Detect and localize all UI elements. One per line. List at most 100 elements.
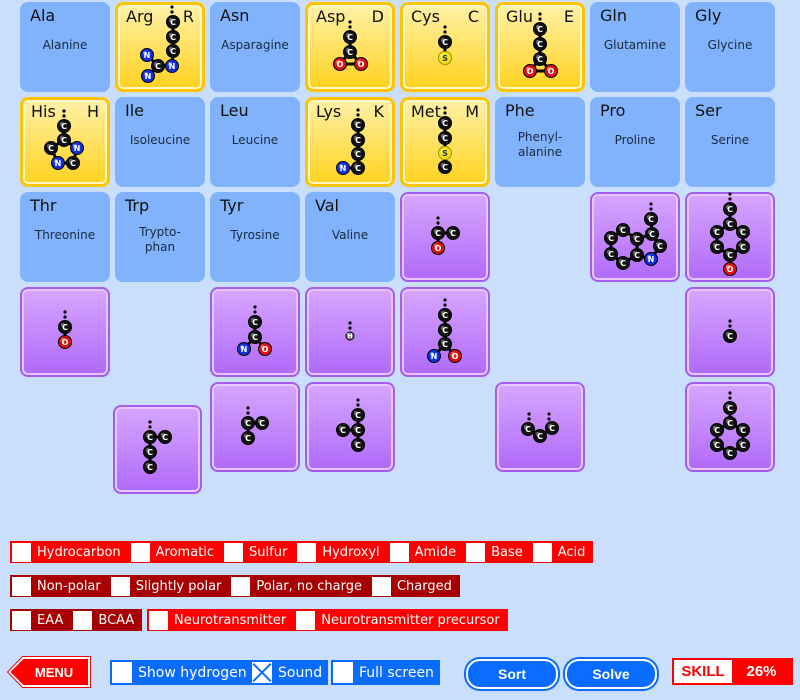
full-screen-checkbox[interactable]: Full screen [331, 660, 440, 685]
checkbox-box[interactable] [12, 610, 31, 630]
side-chain-piece[interactable] [495, 382, 585, 472]
checkbox-box[interactable] [333, 662, 353, 683]
tile-full-name: Glutamine [590, 38, 680, 53]
tile-abbr: Phe [505, 101, 535, 120]
tile-trp[interactable]: Trp Trypto-phan [115, 192, 205, 282]
tile-full-name: Threonine [20, 228, 110, 243]
tile-asn[interactable]: Asn Asparagine [210, 2, 300, 92]
checkbox-box[interactable] [371, 576, 391, 596]
side-chain-piece[interactable] [685, 287, 775, 377]
tile-asp[interactable]: Asp D [305, 2, 395, 92]
side-chain-piece[interactable] [113, 405, 202, 494]
side-chain-piece[interactable] [210, 287, 300, 377]
tile-ala[interactable]: Ala Alanine [20, 2, 110, 92]
sound-checkbox[interactable]: Sound [250, 660, 329, 685]
tile-lys[interactable]: Lys K [305, 97, 395, 187]
filter-checkbox-neurotransmitter[interactable]: Neurotransmitter [147, 609, 294, 631]
filter-checkbox-non-polar[interactable]: Non-polar [10, 575, 109, 597]
checkbox-box[interactable] [297, 542, 317, 562]
filter-checkbox-acid[interactable]: Acid [531, 541, 594, 563]
filter-checkbox-slightly-polar[interactable]: Slightly polar [109, 575, 230, 597]
tile-name-line: Serine [710, 133, 750, 147]
tile-full-name: Isoleucine [115, 133, 205, 148]
tile-leu[interactable]: Leu Leucine [210, 97, 300, 187]
filter-label: Neurotransmitter [174, 612, 287, 628]
filter-checkbox-charged[interactable]: Charged [370, 575, 460, 597]
skill-label: SKILL [674, 660, 732, 683]
side-chain-piece[interactable] [590, 192, 680, 282]
tile-tyr[interactable]: Tyr Tyrosine [210, 192, 300, 282]
tile-arg[interactable]: Arg R [115, 2, 205, 92]
checkbox-box[interactable] [466, 542, 486, 562]
checkbox-box[interactable] [110, 576, 130, 596]
checkbox-box[interactable] [389, 542, 409, 562]
checkbox-checked-icon[interactable] [252, 662, 272, 683]
checkbox-box[interactable] [73, 610, 93, 630]
menu-button[interactable]: MENU [7, 656, 91, 688]
checkbox-box[interactable] [149, 610, 168, 630]
tile-pro[interactable]: Pro Proline [590, 97, 680, 187]
checkbox-box[interactable] [296, 610, 316, 630]
tile-abbr: Val [315, 196, 339, 215]
tile-ser[interactable]: Ser Serine [685, 97, 775, 187]
filter-checkbox-amide[interactable]: Amide [388, 541, 464, 563]
tile-val[interactable]: Val Valine [305, 192, 395, 282]
checkbox-box[interactable] [231, 576, 251, 596]
show-hydrogen-checkbox[interactable]: Show hydrogen [110, 660, 253, 685]
filter-checkbox-sulfur[interactable]: Sulfur [222, 541, 295, 563]
filter-label: Slightly polar [135, 578, 222, 594]
tile-gln[interactable]: Gln Glutamine [590, 2, 680, 92]
checkbox-box[interactable] [224, 542, 244, 562]
tile-full-name: Asparagine [210, 38, 300, 53]
tile-glu[interactable]: Glu E [495, 2, 585, 92]
tile-letter: C [467, 7, 479, 26]
tile-cys[interactable]: Cys C [400, 2, 490, 92]
tile-abbr: Asp [316, 7, 346, 26]
filter-label: Sulfur [249, 544, 288, 560]
checkbox-box[interactable] [130, 542, 150, 562]
filter-checkbox-aromatic[interactable]: Aromatic [129, 541, 222, 563]
checkbox-box[interactable] [12, 542, 31, 562]
side-chain-piece[interactable] [685, 192, 775, 282]
side-chain-piece[interactable] [400, 192, 490, 282]
filter-checkbox-polar-no-charge[interactable]: Polar, no charge [229, 575, 370, 597]
checkbox-box[interactable] [532, 542, 552, 562]
sort-button[interactable]: Sort [466, 659, 558, 689]
tile-abbr: Leu [220, 101, 249, 120]
tile-his[interactable]: His H [20, 97, 110, 187]
tile-abbr: Glu [506, 7, 533, 26]
filter-checkbox-eaa[interactable]: EAA [10, 609, 71, 631]
filter-checkbox-hydroxyl[interactable]: Hydroxyl [295, 541, 387, 563]
solve-button[interactable]: Solve [565, 659, 657, 689]
checkbox-box[interactable] [112, 662, 132, 683]
tile-abbr: Ile [125, 101, 145, 120]
sound-label: Sound [278, 664, 323, 681]
tile-name-line: Leucine [231, 133, 279, 147]
tile-ile[interactable]: Ile Isoleucine [115, 97, 205, 187]
tile-gly[interactable]: Gly Glycine [685, 2, 775, 92]
side-chain-piece[interactable] [305, 287, 395, 377]
filter-label: Hydroxyl [322, 544, 380, 560]
tile-thr[interactable]: Thr Threonine [20, 192, 110, 282]
filter-label: Hydrocarbon [37, 544, 121, 560]
filter-checkbox-base[interactable]: Base [464, 541, 531, 563]
tile-name-line: phan [144, 240, 176, 254]
skill-value: 26% [732, 660, 791, 683]
side-chain-piece[interactable] [400, 287, 490, 377]
side-chain-piece[interactable] [685, 382, 775, 472]
filter-checkbox-bcaa[interactable]: BCAA [71, 609, 142, 631]
side-chain-piece[interactable] [210, 382, 300, 472]
tile-phe[interactable]: Phe Phenyl-alanine [495, 97, 585, 187]
tile-letter: E [563, 7, 574, 26]
filter-label: Non-polar [37, 578, 101, 594]
side-chain-piece[interactable] [20, 287, 110, 377]
tile-name-line: Phenyl- [517, 130, 563, 144]
tile-met[interactable]: Met M [400, 97, 490, 187]
checkbox-box[interactable] [12, 576, 31, 596]
filter-label: EAA [37, 612, 64, 628]
filter-bar-essential: EAA BCAA [10, 609, 143, 631]
filter-checkbox-neurotransmitter-precursor[interactable]: Neurotransmitter precursor [294, 609, 507, 631]
filter-checkbox-hydrocarbon[interactable]: Hydrocarbon [10, 541, 129, 563]
side-chain-piece[interactable] [305, 382, 395, 472]
filter-label: Amide [414, 544, 457, 560]
